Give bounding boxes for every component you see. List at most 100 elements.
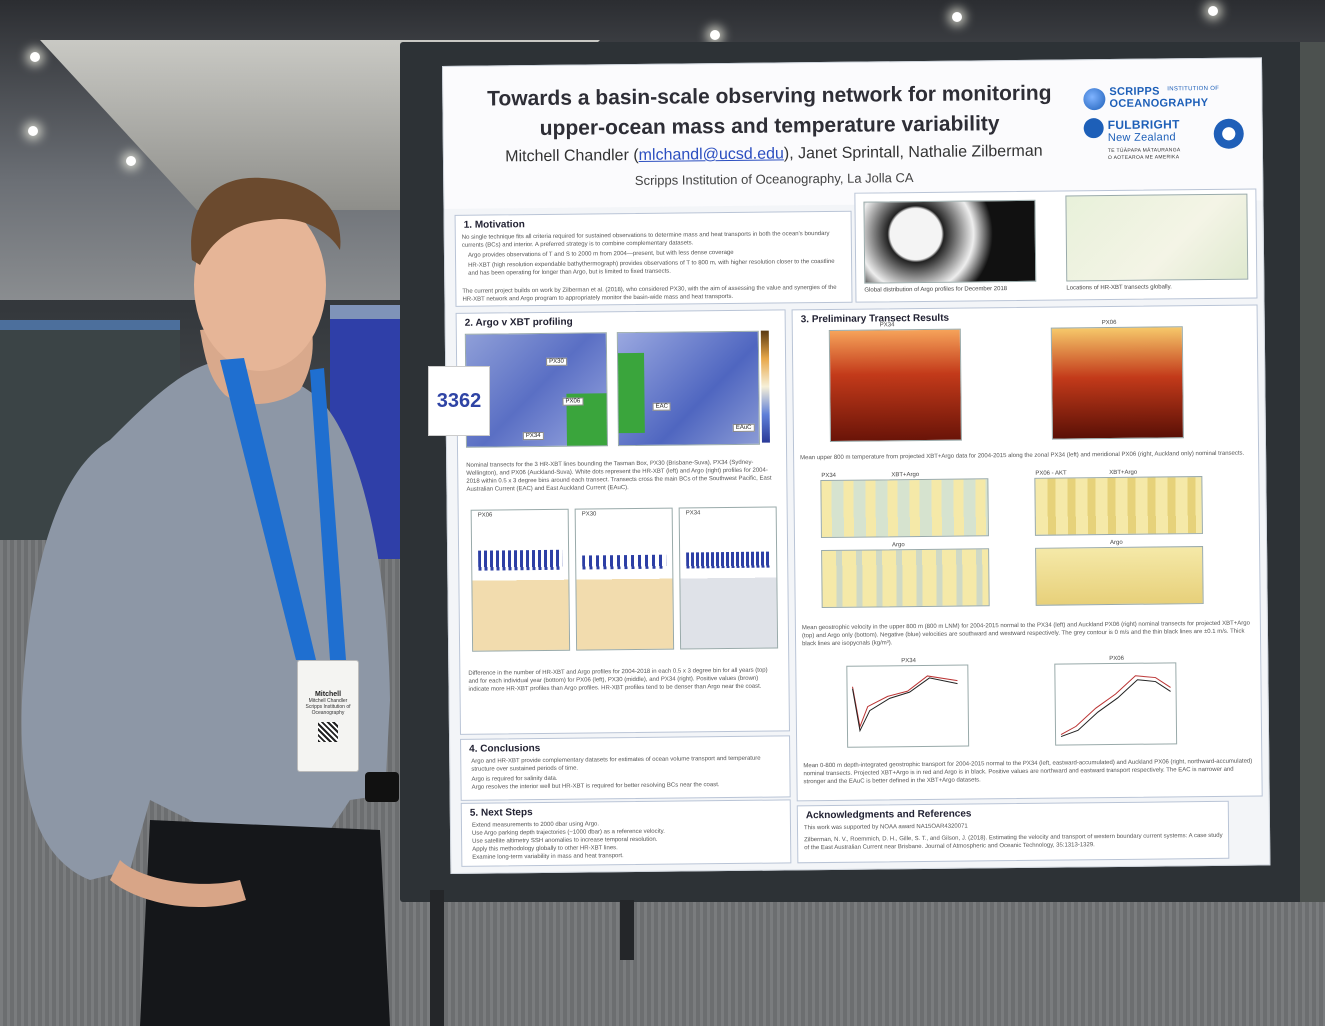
argo-distribution-map: [863, 199, 1037, 284]
section-results: 3. Preliminary Transect Results PX34 PX0…: [791, 304, 1263, 802]
poster-board-edge: [1300, 42, 1325, 902]
poster-header: Towards a basin-scale observing network …: [443, 58, 1263, 209]
badge-name: Mitchell: [314, 691, 342, 698]
hand: [110, 860, 246, 908]
presenter-figure: [21, 177, 399, 1026]
histogram-px34: PX34: [678, 506, 779, 650]
fulbright-logo-sub1: TE TŪĀPAPA MĀTAURANGA: [1107, 147, 1181, 155]
poster-authors: Mitchell Chandler (mlchandl@ucsd.edu), J…: [454, 142, 1094, 167]
velocity-section: PX34 XBT+Argo: [820, 472, 989, 539]
histogram-label: PX34: [685, 510, 701, 517]
argo-xbt-text2: Difference in the number of HR-XBT and A…: [468, 667, 768, 693]
fulbright-logo-icon: [1083, 118, 1104, 139]
section-next-steps: 5. Next Steps Extend measurements to 200…: [460, 799, 792, 867]
trousers: [140, 820, 390, 1026]
name-badge: Mitchell Mitchell Chandler Scripps Insti…: [297, 660, 359, 772]
research-poster: Towards a basin-scale observing network …: [442, 57, 1271, 874]
argo-map-caption: Global distribution of Argo profiles for…: [864, 286, 1008, 294]
reference-text: Zilberman, N. V., Roemmich, D. H., Gille…: [804, 832, 1223, 852]
ceiling-light: [952, 12, 962, 22]
transport-lines: [852, 675, 958, 733]
histogram-bars: [582, 554, 667, 570]
temperature-section-px34: PX34: [828, 322, 962, 442]
poster-title-line2: upper-ocean mass and temperature variabi…: [539, 112, 1000, 140]
section-conclusions: 4. Conclusions Argo and HR-XBT provide c…: [460, 735, 791, 801]
colorbar: [760, 330, 770, 443]
histogram-label: PX30: [581, 511, 597, 518]
ceiling-light: [1208, 6, 1218, 16]
velocity-label: PX34: [821, 472, 837, 480]
noaa-logo-icon: [1213, 118, 1244, 149]
board-leg: [430, 890, 444, 1026]
map-label: PX34: [522, 431, 544, 441]
motivation-bullet: HR-XBT (high resolution expendable bathy…: [468, 258, 835, 277]
motivation-text2: The current project builds on work by Zi…: [462, 284, 837, 303]
histogram-label: PX06: [477, 512, 493, 519]
author-email: mlchandl@ucsd.edu: [638, 145, 784, 164]
board-number-tag: 3362: [428, 366, 490, 436]
scripps-logo-line2: OCEANOGRAPHY: [1109, 96, 1209, 111]
transport-title: PX34: [901, 658, 916, 665]
transport-plot-px34: PX34: [846, 658, 970, 748]
section-acknowledgments: Acknowledgments and References This work…: [796, 800, 1230, 864]
velocity-section: Argo: [1035, 540, 1204, 606]
scripps-logo-line1: SCRIPPS: [1109, 85, 1160, 99]
histogram-px06: PX06: [470, 508, 571, 652]
motivation-text: No single technique fits all criteria re…: [461, 230, 830, 249]
temperature-section-px06: PX06: [1050, 320, 1184, 440]
lanyard: [220, 358, 316, 660]
land-mass: [618, 352, 645, 434]
map-label: PX06: [562, 397, 584, 406]
map-label: PX30: [546, 357, 567, 366]
lanyard: [310, 368, 346, 660]
board-leg: [620, 900, 634, 960]
ceiling-light: [126, 156, 136, 166]
face: [194, 199, 326, 371]
histogram-bars: [478, 549, 563, 571]
fulbright-logo-line2: New Zealand: [1107, 131, 1176, 145]
transport-caption: Mean 0-800 m depth-integrated geostrophi…: [803, 758, 1253, 786]
qr-code-icon: [318, 722, 338, 742]
section-maps: Global distribution of Argo profiles for…: [854, 188, 1258, 303]
badge-org: Scripps Institution of Oceanography: [305, 704, 351, 716]
fulbright-logo-sub2: O AOTEAROA ME AMERIKA: [1107, 154, 1180, 162]
authors-rest: ), Janet Sprintall, Nathalie Zilberman: [783, 142, 1043, 163]
argo-profile-map: EAC EAuC: [616, 330, 760, 447]
conclusion-bullet: Argo and HR-XBT provide complementary da…: [471, 755, 761, 773]
temperature-caption: Mean upper 800 m temperature from projec…: [800, 450, 1245, 462]
histogram-px30: PX30: [574, 507, 675, 651]
author-main: Mitchell Chandler (: [505, 146, 639, 166]
section-heading: 2. Argo v XBT profiling: [464, 316, 573, 329]
velocity-section: PX06 - AKT XBT+Argo: [1034, 470, 1203, 536]
velocity-label: XBT+Argo: [1109, 469, 1138, 477]
argo-xbt-text: Nominal transects for the 3 HR-XBT lines…: [466, 459, 772, 493]
velocity-label: PX06 - AKT: [1035, 470, 1067, 477]
fulbright-logo-line1: FULBRIGHT: [1107, 117, 1180, 133]
transport-lines: [1060, 675, 1171, 738]
section-argo-xbt: 2. Argo v XBT profiling PX30 PX06 PX34 E…: [455, 309, 790, 735]
xbt-map-caption: Locations of HR-XBT transects globally.: [1066, 284, 1172, 292]
section-heading: 3. Preliminary Transect Results: [800, 312, 950, 326]
velocity-section: Argo: [821, 542, 990, 609]
ceiling-light: [710, 30, 720, 40]
velocity-caption: Mean geostrophic velocity in the upper 8…: [801, 620, 1250, 648]
velocity-label: Argo: [1110, 539, 1123, 547]
hair: [191, 177, 341, 265]
velocity-label: Argo: [892, 542, 905, 549]
watch-icon: [365, 772, 399, 802]
section-motivation: 1. Motivation No single technique fits a…: [454, 210, 853, 307]
scripps-logo-sub: INSTITUTION OF: [1167, 85, 1220, 93]
scripps-logo-icon: [1083, 88, 1106, 111]
ceiling-light: [30, 52, 40, 62]
map-label: EAuC: [732, 423, 755, 432]
ceiling-light: [28, 126, 38, 136]
badge-full-name: Mitchell Chandler: [308, 698, 348, 704]
temperature-title: PX06: [1101, 319, 1117, 327]
poster-title: Towards a basin-scale observing network …: [459, 78, 1080, 144]
map-label: EAC: [652, 402, 671, 411]
transport-title: PX06: [1109, 655, 1124, 663]
xbt-transects-map: [1065, 193, 1249, 282]
velocity-label: XBT+Argo: [891, 472, 920, 479]
histogram-bars: [686, 551, 771, 569]
